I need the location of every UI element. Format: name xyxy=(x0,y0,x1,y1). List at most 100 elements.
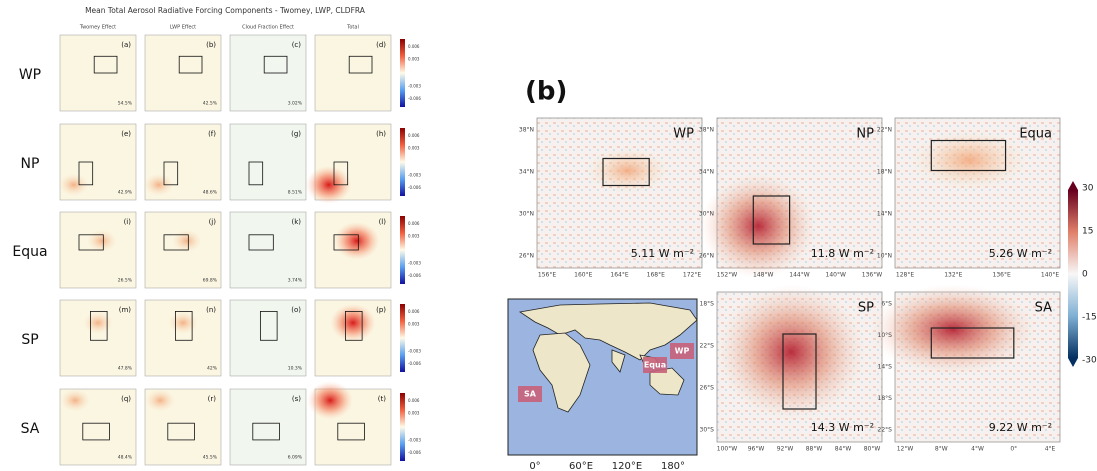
y-tick-label: 26°N xyxy=(519,253,534,260)
x-tick-label: 4°W xyxy=(971,446,984,453)
colorbar xyxy=(400,393,405,461)
y-tick-label: 38°N xyxy=(519,127,534,134)
colorbar-tick-label: 0.006 xyxy=(408,309,420,314)
x-tick-label: 0° xyxy=(1010,446,1017,453)
region-box xyxy=(248,161,264,186)
region-box xyxy=(602,157,650,187)
y-tick-label: 14°S xyxy=(878,364,893,371)
x-tick-label: 164°E xyxy=(610,272,628,279)
percentage: 42% xyxy=(207,366,218,372)
region-marker-label: Equa xyxy=(644,361,666,370)
y-tick-label: 34°N xyxy=(699,169,714,176)
colorbar-tick-label: -0.006 xyxy=(408,185,421,190)
colorbar-tick-label: -0.003 xyxy=(408,261,421,266)
figure-label: (b) xyxy=(525,77,567,107)
percentage: 6.09% xyxy=(288,455,303,461)
panel-letter: (j) xyxy=(209,218,217,226)
panel-letter: (g) xyxy=(291,130,301,138)
forcing-area xyxy=(171,229,202,253)
colorbar-tick-label: 30 xyxy=(1082,184,1094,194)
map-panel xyxy=(229,123,307,201)
colorbar-tick-label: 0.003 xyxy=(408,145,420,150)
percentage: 47.8% xyxy=(118,366,133,372)
forcing-area xyxy=(700,173,816,279)
forcing-area xyxy=(167,311,199,335)
forcing-area xyxy=(58,173,89,197)
region-marker-label: WP xyxy=(675,347,690,356)
column-header: Twomey Effect xyxy=(79,25,116,31)
colorbar-tick-label: 0.003 xyxy=(408,321,420,326)
x-tick-label: 100°W xyxy=(717,446,737,453)
colorbar-tick-label: -0.006 xyxy=(408,273,421,278)
colorbar-cap xyxy=(1068,181,1078,190)
x-tick-label: 136°E xyxy=(993,272,1011,279)
y-tick-label: 22°N xyxy=(877,127,892,134)
panel-letter: (n) xyxy=(206,306,216,314)
colorbar-tick-label: -15 xyxy=(1082,313,1097,323)
landmass xyxy=(649,367,685,396)
forcing-area xyxy=(586,148,669,193)
x-tick-label: 12°W xyxy=(897,446,914,453)
percentage: 10.3% xyxy=(288,366,303,372)
x-tick-label: 96°W xyxy=(748,446,765,453)
y-tick-label: 22°S xyxy=(700,343,715,350)
region-marker xyxy=(518,386,542,402)
column-header: Total xyxy=(346,25,359,31)
y-tick-label: 6°S xyxy=(881,301,892,308)
row-label: WP xyxy=(19,67,41,83)
panel-letter: (r) xyxy=(208,395,217,403)
row-label: Equa xyxy=(12,244,47,260)
region-marker-label: SA xyxy=(524,390,537,399)
row-label: NP xyxy=(21,156,40,172)
x-tick-label: 152°W xyxy=(717,272,737,279)
x-tick-label: 144°W xyxy=(789,272,809,279)
forcing-area xyxy=(145,389,176,412)
percentage: 48.4% xyxy=(118,455,133,461)
forcing-area xyxy=(59,389,91,412)
region-name: NP xyxy=(856,127,874,142)
percentage: 8.51% xyxy=(288,190,303,196)
y-tick-label: 10°N xyxy=(877,253,892,260)
map-panel xyxy=(229,388,307,466)
y-tick-label: 30°S xyxy=(700,427,715,434)
forcing-value: 5.26 W m⁻² xyxy=(989,247,1052,260)
y-tick-label: 18°N xyxy=(877,169,892,176)
colorbar-tick-label: 0.006 xyxy=(408,133,420,138)
x-tick-label: 84°W xyxy=(835,446,852,453)
x-tick-label: 132°E xyxy=(944,272,962,279)
y-tick-label: 30°N xyxy=(519,211,534,218)
row-label: SP xyxy=(21,332,38,348)
colorbar-tick-label: -0.003 xyxy=(408,84,421,89)
region-box xyxy=(782,333,817,410)
panel-letter: (i) xyxy=(124,218,132,226)
region-box xyxy=(252,422,280,441)
colorbar-tick-label: 0.003 xyxy=(408,56,420,61)
colorbar-tick-label: -30 xyxy=(1082,356,1097,366)
forcing-area xyxy=(82,311,114,335)
y-tick-label: 26°N xyxy=(699,253,714,260)
x-tick-label: 148°W xyxy=(753,272,773,279)
map-x-tick-label: 180° xyxy=(661,461,685,471)
colorbar-tick-label: -0.006 xyxy=(408,96,421,101)
percentage: 45.5% xyxy=(203,455,218,461)
panel-letter: (k) xyxy=(291,218,301,226)
colorbar xyxy=(400,128,405,196)
percentage: 26.5% xyxy=(118,278,133,284)
percentage: 3.02% xyxy=(288,101,303,107)
region-box xyxy=(259,310,278,341)
colorbar-tick-label: -0.006 xyxy=(408,450,421,455)
x-tick-label: 136°W xyxy=(862,272,882,279)
colorbar-tick-label: -0.003 xyxy=(408,173,421,178)
forcing-area xyxy=(86,229,118,253)
region-box xyxy=(248,234,274,251)
map-x-tick-label: 0° xyxy=(529,461,540,471)
landmass xyxy=(611,349,626,373)
map-panel xyxy=(536,117,703,269)
region-box xyxy=(163,234,189,251)
row-label: SA xyxy=(21,421,40,437)
y-tick-label: 30°N xyxy=(699,211,714,218)
panel-letter: (c) xyxy=(292,41,302,49)
colorbar-tick-label: 0 xyxy=(1082,270,1088,280)
forcing-area xyxy=(334,221,380,260)
